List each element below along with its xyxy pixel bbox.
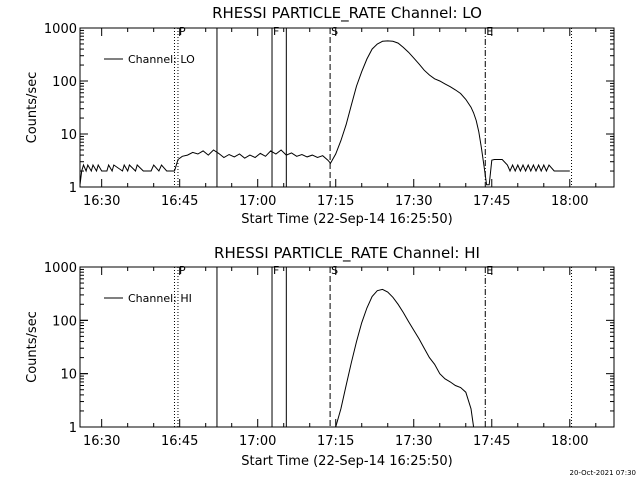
chart-panel-2: RHESSI PARTICLE_RATE Channel: HI 1 10 100 10…: [25, 244, 615, 469]
event-marker-label: S: [331, 264, 338, 277]
event-marker-label: F: [273, 264, 279, 277]
x-axis-label: Start Time (22-Sep-14 16:25:50): [241, 212, 452, 227]
chart-title: RHESSI PARTICLE_RATE Channel: LO: [212, 4, 482, 23]
footer-timestamp: 20-Oct-2021 07:30: [569, 469, 636, 477]
x-tick-label: 17:00: [239, 434, 276, 449]
x-tick-label: 18:00: [551, 434, 588, 449]
y-tick-label: 1: [69, 421, 77, 436]
series-line-1: [335, 288, 475, 428]
x-axis-label: Start Time (22-Sep-14 16:25:50): [241, 454, 452, 469]
event-marker-label: F: [273, 25, 279, 38]
x-tick-label: 16:45: [161, 434, 198, 449]
y-tick-label: 1: [69, 181, 77, 196]
y-tick-label: 100: [52, 314, 77, 329]
event-marker-label: P: [179, 264, 186, 277]
y-tick-label: 10: [60, 128, 77, 143]
x-tick-label: 17:45: [473, 194, 510, 209]
series-line-1: [79, 40, 570, 186]
event-marker-label: S: [331, 25, 338, 38]
event-marker-label: E: [486, 264, 493, 277]
y-tick-label: 1000: [44, 22, 77, 37]
plot-frame: [79, 266, 615, 428]
y-tick-label: 10: [60, 368, 77, 383]
legend: Channel: HI: [104, 292, 192, 305]
plot-frame: [79, 27, 615, 188]
y-tick-label: 100: [52, 75, 77, 90]
x-tick-label: 17:15: [317, 434, 354, 449]
event-marker-label: E: [486, 25, 493, 38]
chart-panel-1: RHESSI PARTICLE_RATE Channel: LO 1 10 100 10…: [25, 4, 615, 227]
y-axis-label: Counts/sec: [25, 72, 40, 144]
x-tick-label: 17:00: [239, 194, 276, 209]
x-tick-label: 18:00: [551, 194, 588, 209]
y-tick-label: 1000: [44, 261, 77, 276]
legend-label: Channel: LO: [128, 53, 195, 66]
x-tick-label: 17:30: [395, 434, 432, 449]
y-axis-label: Counts/sec: [25, 311, 40, 383]
x-tick-label: 17:30: [395, 194, 432, 209]
x-tick-label: 17:45: [473, 434, 510, 449]
legend-label: Channel: HI: [128, 292, 192, 305]
x-tick-label: 16:45: [161, 194, 198, 209]
x-tick-label: 17:15: [317, 194, 354, 209]
x-tick-label: 16:30: [83, 194, 120, 209]
chart-title: RHESSI PARTICLE_RATE Channel: HI: [214, 244, 480, 263]
legend: Channel: LO: [104, 53, 195, 66]
x-tick-label: 16:30: [83, 434, 120, 449]
event-marker-label: P: [179, 25, 186, 38]
